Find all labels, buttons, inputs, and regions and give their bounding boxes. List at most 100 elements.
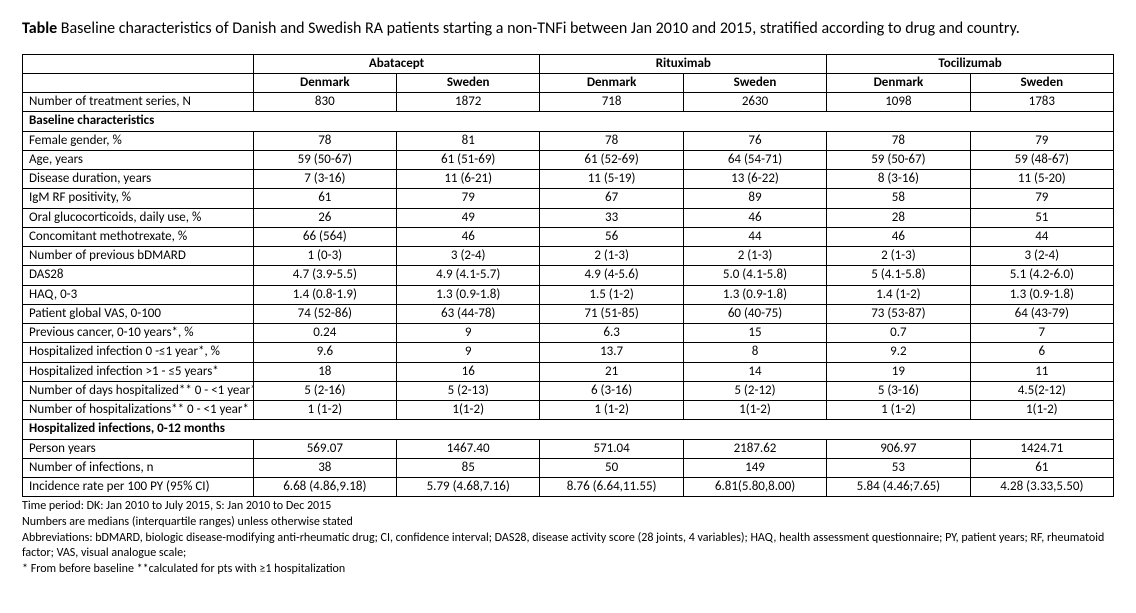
footnote-line: * From before baseline **calculated for … [22, 562, 1114, 578]
data-cell: 21 [540, 362, 683, 381]
section-header: Baseline characteristics [23, 112, 1114, 131]
footnote-line: Time period: DK: Jan 2010 to July 2015, … [22, 499, 1114, 515]
data-cell: 8 (3-16) [827, 170, 970, 189]
data-cell: 4.7 (3.9-5.5) [253, 266, 396, 285]
data-cell: 5 (2-12) [683, 381, 826, 400]
row-label: HAQ, 0-3 [23, 285, 254, 304]
table-row: Hospitalized infection >1 - ≤5 years*181… [23, 362, 1114, 381]
table-row: Number of previous bDMARD1 (0-3)3 (2-4)2… [23, 247, 1114, 266]
data-cell: 44 [970, 227, 1113, 246]
data-cell: 56 [540, 227, 683, 246]
data-cell: 1 (1-2) [827, 401, 970, 420]
data-cell: 61 (52-69) [540, 150, 683, 169]
table-row: Number of hospitalizations** 0 - <1 year… [23, 401, 1114, 420]
data-cell: 46 [827, 227, 970, 246]
country-header: Sweden [683, 73, 826, 92]
data-cell: 2630 [683, 93, 826, 112]
data-cell: 50 [540, 458, 683, 477]
table-row: Incidence rate per 100 PY (95% CI)6.68 (… [23, 478, 1114, 497]
row-label: IgM RF positivity, % [23, 189, 254, 208]
row-label: Person years [23, 439, 254, 458]
data-cell: 79 [970, 131, 1113, 150]
data-cell: 6 (3-16) [540, 381, 683, 400]
data-cell: 5 (2-16) [253, 381, 396, 400]
drug-header-row: Abatacept Rituximab Tocilizumab [23, 54, 1114, 73]
data-cell: 63 (44-78) [397, 304, 540, 323]
table-row: Age, years59 (50-67)61 (51-69)61 (52-69)… [23, 150, 1114, 169]
table-row: Number of infections, n3885501495361 [23, 458, 1114, 477]
data-cell: 1467.40 [397, 439, 540, 458]
data-cell: 59 (50-67) [253, 150, 396, 169]
country-header: Denmark [827, 73, 970, 92]
data-cell: 3 (2-4) [397, 247, 540, 266]
data-cell: 830 [253, 93, 396, 112]
data-cell: 53 [827, 458, 970, 477]
table-row: Number of days hospitalized** 0 - <1 yea… [23, 381, 1114, 400]
data-cell: 85 [397, 458, 540, 477]
table-row: Patient global VAS, 0-10074 (52-86)63 (4… [23, 304, 1114, 323]
row-label: DAS28 [23, 266, 254, 285]
row-label: Female gender, % [23, 131, 254, 150]
data-cell: 18 [253, 362, 396, 381]
data-cell: 66 (564) [253, 227, 396, 246]
footnotes: Time period: DK: Jan 2010 to July 2015, … [22, 499, 1114, 577]
data-cell: 1783 [970, 93, 1113, 112]
data-cell: 1.3 (0.9-1.8) [397, 285, 540, 304]
data-cell: 28 [827, 208, 970, 227]
data-cell: 15 [683, 324, 826, 343]
data-cell: 46 [683, 208, 826, 227]
data-cell: 60 (40-75) [683, 304, 826, 323]
data-cell: 2187.62 [683, 439, 826, 458]
data-cell: 73 (53-87) [827, 304, 970, 323]
country-header-row: Denmark Sweden Denmark Sweden Denmark Sw… [23, 73, 1114, 92]
country-header: Sweden [970, 73, 1113, 92]
data-cell: 4.5(2-12) [970, 381, 1113, 400]
row-label: Oral glucocorticoids, daily use, % [23, 208, 254, 227]
data-cell: 5.0 (4.1-5.8) [683, 266, 826, 285]
data-cell: 78 [253, 131, 396, 150]
row-label: Disease duration, years [23, 170, 254, 189]
data-cell: 8.76 (6.64,11.55) [540, 478, 683, 497]
row-label: Age, years [23, 150, 254, 169]
row-label: Number of treatment series, N [23, 93, 254, 112]
data-cell: 19 [827, 362, 970, 381]
table-row: HAQ, 0-31.4 (0.8-1.9)1.3 (0.9-1.8)1.5 (1… [23, 285, 1114, 304]
data-cell: 74 (52-86) [253, 304, 396, 323]
data-cell: 64 (54-71) [683, 150, 826, 169]
data-cell: 149 [683, 458, 826, 477]
data-cell: 906.97 [827, 439, 970, 458]
data-cell: 1(1-2) [397, 401, 540, 420]
data-cell: 9.2 [827, 343, 970, 362]
data-cell: 569.07 [253, 439, 396, 458]
table-row: Female gender, %788178767879 [23, 131, 1114, 150]
data-cell: 2 (1-3) [540, 247, 683, 266]
data-cell: 26 [253, 208, 396, 227]
row-label: Number of previous bDMARD [23, 247, 254, 266]
row-label: Number of infections, n [23, 458, 254, 477]
data-cell: 46 [397, 227, 540, 246]
data-cell: 1424.71 [970, 439, 1113, 458]
data-cell: 16 [397, 362, 540, 381]
table-row: Concomitant methotrexate, %66 (564)46564… [23, 227, 1114, 246]
data-cell: 1.5 (1-2) [540, 285, 683, 304]
data-cell: 5 (2-13) [397, 381, 540, 400]
data-cell: 79 [970, 189, 1113, 208]
data-cell: 1872 [397, 93, 540, 112]
data-cell: 5 (3-16) [827, 381, 970, 400]
title-rest: Baseline characteristics of Danish and S… [57, 19, 1020, 38]
data-cell: 1(1-2) [970, 401, 1113, 420]
data-cell: 61 (51-69) [397, 150, 540, 169]
footnote-line: Numbers are medians (interquartile range… [22, 515, 1114, 531]
row-label: Patient global VAS, 0-100 [23, 304, 254, 323]
data-cell: 5.84 (4.46;7.65) [827, 478, 970, 497]
table-row: Disease duration, years7 (3-16)11 (6-21)… [23, 170, 1114, 189]
blank-header [23, 73, 254, 92]
row-label: Hospitalized infection 0 -≤1 year*, % [23, 343, 254, 362]
data-cell: 33 [540, 208, 683, 227]
table-row: Person years569.071467.40571.042187.6290… [23, 439, 1114, 458]
table-row: Hospitalized infection 0 -≤1 year*, %9.6… [23, 343, 1114, 362]
data-cell: 11 (5-20) [970, 170, 1113, 189]
table-row: IgM RF positivity, %617967895879 [23, 189, 1114, 208]
data-cell: 61 [253, 189, 396, 208]
data-cell: 79 [397, 189, 540, 208]
